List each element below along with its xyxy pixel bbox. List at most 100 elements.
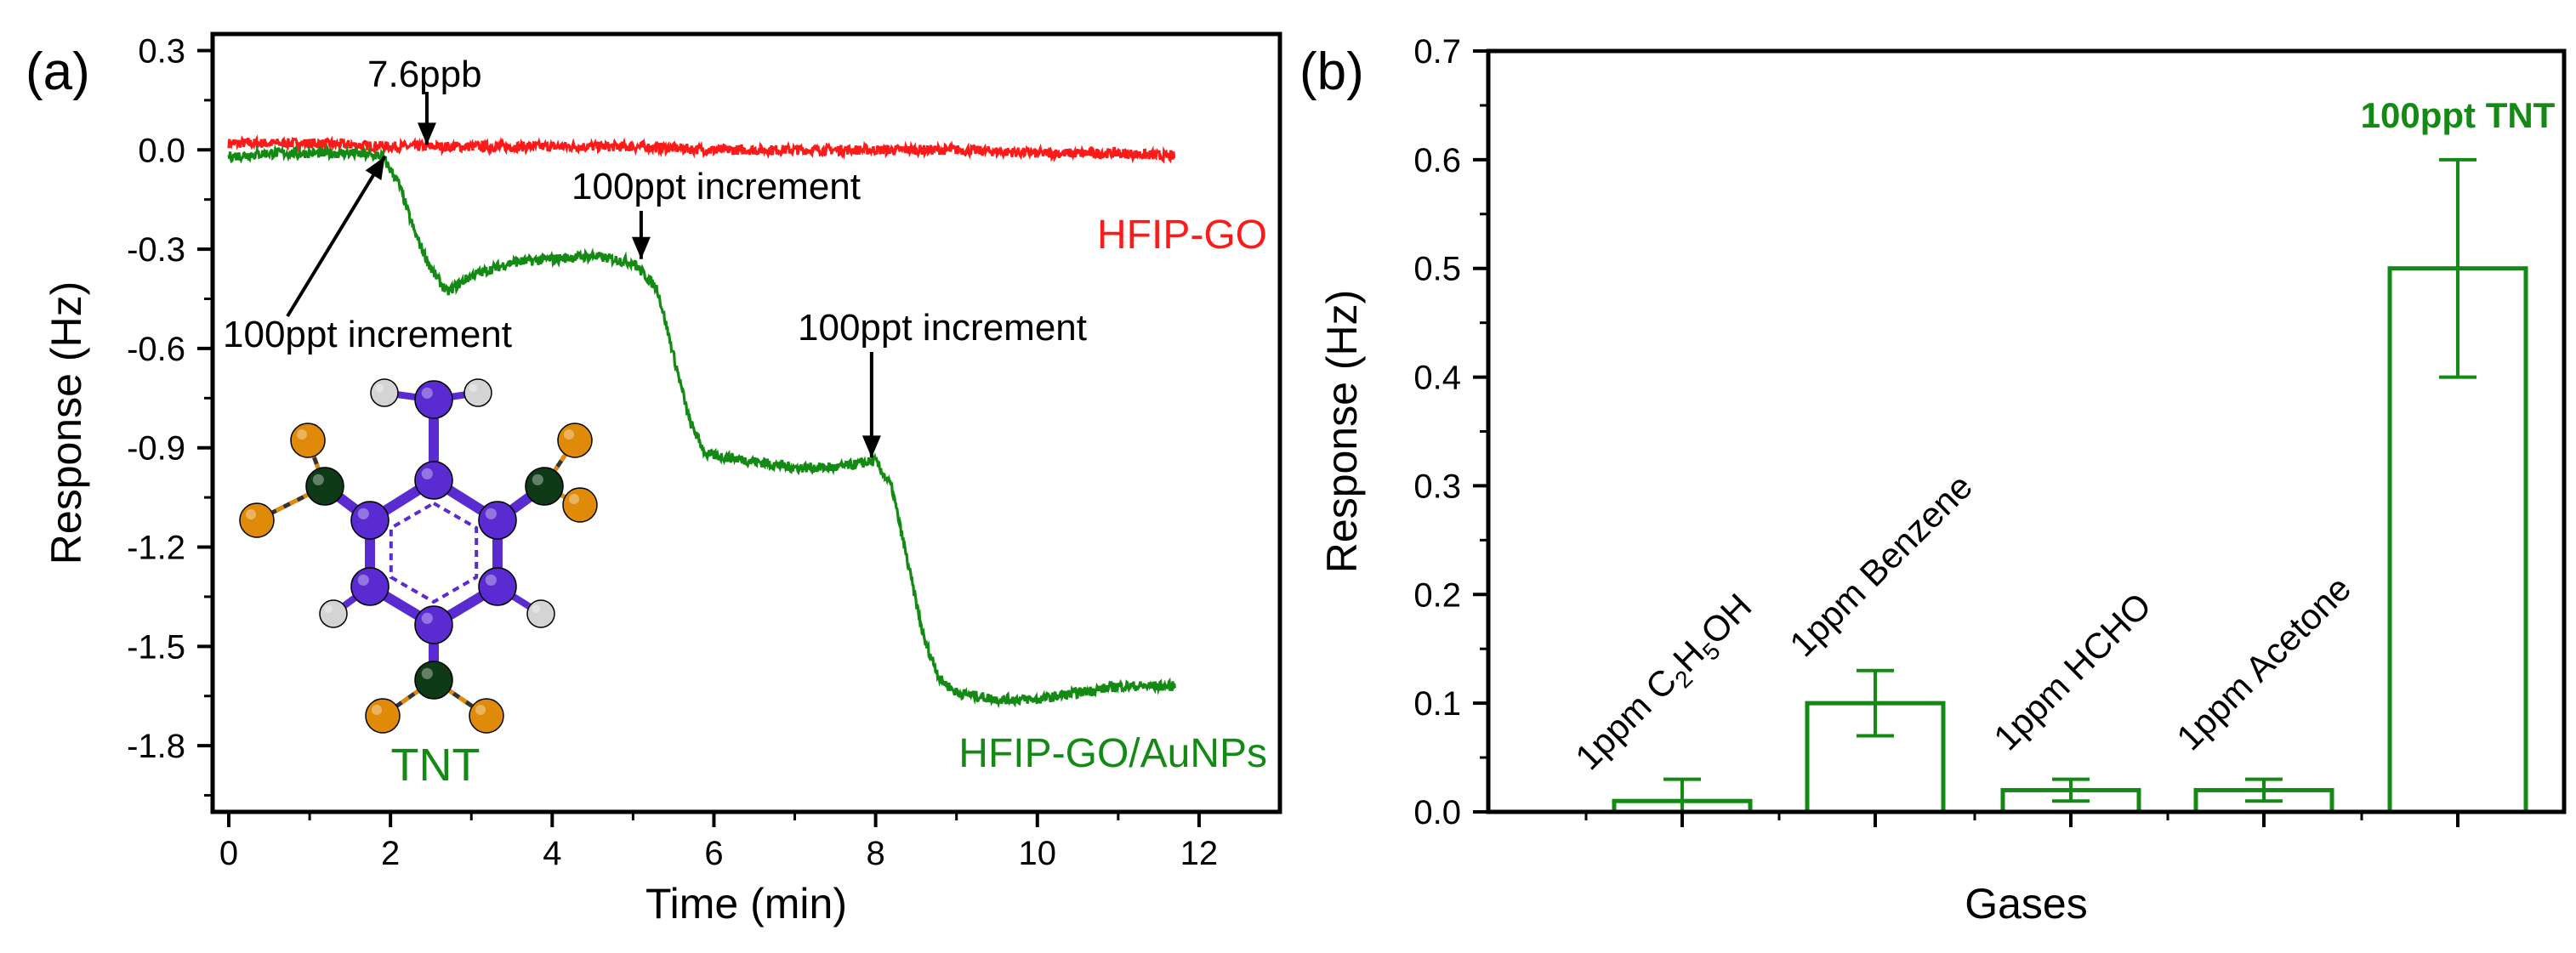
arrow-increment-3-head — [862, 435, 881, 458]
oxygen-atom-highlight — [297, 429, 307, 440]
panel-a-annotations: HFIP-GO HFIP-GO/AuNPs 7.6ppb 100ppt increme… — [223, 54, 1267, 776]
y-tick-label: -0.6 — [127, 331, 185, 368]
y-tick-label: 0.7 — [1413, 33, 1461, 71]
carbon-atom — [478, 567, 517, 606]
panel-a-label: (a) — [26, 43, 90, 101]
series-line-hfip-go-aunps — [227, 144, 1176, 709]
carbon-atom-highlight — [357, 574, 369, 586]
annotation-increment-1: 100ppt increment — [223, 314, 512, 355]
x-tick-label: 10 — [1019, 835, 1057, 872]
x-tick-label: 8 — [866, 835, 884, 872]
hydrogen-atom — [370, 378, 399, 407]
panel-a-ticks: 0.3 0.0 -0.3 -0.6 -0.9 -1.2 -1.5 -1.8 0 2 4 6 8 10 12 T… — [43, 32, 1218, 927]
y-tick-label: 0.6 — [1413, 142, 1461, 179]
bar-label: 1ppm C2H5OH — [1567, 586, 1763, 781]
annotation-increment-3: 100ppt increment — [798, 307, 1087, 349]
hydrogen-atom-highlight — [324, 604, 333, 614]
carbon-atom-highlight — [357, 508, 369, 519]
panel-b-plot-frame — [1486, 48, 2567, 814]
y-tick-label: -1.5 — [127, 628, 185, 666]
oxygen-atom-highlight — [564, 429, 574, 440]
oxygen-atom — [239, 502, 275, 538]
arrow-7-6ppb-head — [417, 122, 436, 145]
series-label-hfip-go-aunps: HFIP-GO/AuNPs — [958, 731, 1267, 776]
annotation-increment-2: 100ppt increment — [571, 166, 861, 207]
tnt-label: TNT — [391, 740, 481, 791]
y-tick-label: 0.4 — [1413, 360, 1461, 397]
nitrogen-atom — [414, 661, 453, 700]
arrow-increment-1-head — [365, 156, 385, 180]
hydrogen-atom-highlight — [469, 383, 478, 393]
oxygen-atom-highlight — [569, 494, 579, 504]
panel-a: (a) 0.3 0.0 -0.3 -0.6 -0.9 -1.2 -1.5 -1.8 0 2 4 6 8 1… — [26, 31, 1282, 927]
y-tick-label: -1.2 — [127, 530, 185, 567]
carbon-atom-highlight — [421, 612, 433, 624]
x-axis-title: Gases — [1965, 880, 2088, 927]
y-tick-label: -1.8 — [127, 728, 185, 765]
y-axis-title: Response (Hz) — [43, 281, 90, 564]
series-line-hfip-go — [227, 134, 1176, 164]
panel-a-lines — [227, 134, 1176, 709]
carbon-atom-highlight — [485, 508, 497, 519]
y-tick-label: 0.0 — [1413, 794, 1461, 831]
carbon-atom — [414, 605, 453, 644]
hydrogen-atom — [463, 378, 492, 407]
hydrogen-atom-highlight — [532, 604, 541, 614]
annotation-7-6ppb: 7.6ppb — [367, 54, 482, 95]
oxygen-atom — [290, 423, 326, 458]
x-tick-label: 0 — [219, 835, 238, 872]
x-tick-label: 6 — [704, 835, 723, 872]
y-tick-label: -0.9 — [127, 430, 185, 468]
series-label-hfip-go: HFIP-GO — [1097, 213, 1267, 258]
y-tick-label: -0.3 — [127, 231, 185, 269]
oxygen-atom — [557, 423, 593, 458]
nitrogen-atom-highlight — [421, 667, 433, 679]
oxygen-atom — [562, 487, 598, 523]
carbon-atom — [414, 461, 453, 500]
nitrogen-atom — [305, 467, 344, 506]
oxygen-atom-highlight — [246, 509, 256, 519]
carbon-atom — [414, 380, 453, 419]
oxygen-atom-highlight — [372, 705, 382, 715]
x-tick-label: 12 — [1180, 835, 1219, 872]
carbon-atom-highlight — [421, 387, 433, 399]
panel-b-label: (b) — [1299, 43, 1364, 101]
hydrogen-atom-highlight — [375, 383, 384, 393]
x-tick-label: 2 — [381, 835, 400, 872]
arrow-increment-2-head — [631, 236, 651, 259]
y-axis-title: Response (Hz) — [1318, 290, 1366, 573]
bar-label: 1ppm Benzene — [1782, 466, 1980, 664]
tnt-molecule-icon: TNT — [239, 378, 598, 791]
y-tick-label: 0.1 — [1413, 685, 1461, 723]
y-tick-label: 0.0 — [138, 132, 185, 169]
y-tick-label: 0.2 — [1413, 576, 1461, 614]
carbon-atom — [350, 501, 390, 540]
panel-b-ticks: 0.0 0.1 0.2 0.3 0.4 0.5 0.6 0.7 Gases Response (H… — [1318, 33, 2459, 927]
panel-b: (b) 0.0 0.1 0.2 0.3 0.4 0.5 0.6 0.7 Gases Respons… — [1299, 33, 2567, 927]
bar-label: 1ppm HCHO — [1986, 585, 2158, 757]
oxygen-atom — [365, 698, 401, 734]
aromatic-ring — [389, 501, 479, 604]
y-tick-label: 0.3 — [138, 32, 185, 70]
y-tick-label: 0.3 — [1413, 468, 1461, 505]
bar-label: 100ppt TNT — [2361, 95, 2556, 135]
oxygen-atom-highlight — [475, 705, 486, 715]
x-tick-label: 4 — [543, 835, 561, 872]
nitrogen-atom-highlight — [312, 474, 324, 485]
hydrogen-atom — [319, 599, 348, 628]
oxygen-atom — [469, 698, 504, 734]
hydrogen-atom — [526, 599, 555, 628]
y-tick-label: 0.5 — [1413, 251, 1461, 288]
carbon-atom-highlight — [485, 574, 497, 586]
nitrogen-atom — [525, 467, 564, 506]
x-axis-title: Time (min) — [645, 880, 847, 927]
arrow-increment-1 — [286, 156, 387, 318]
nitrogen-atom-highlight — [532, 474, 543, 485]
carbon-atom — [478, 501, 517, 540]
carbon-atom-highlight — [421, 468, 433, 479]
panel-a-plot-frame — [210, 31, 1282, 814]
bar-label: 1ppm Acetone — [2169, 568, 2358, 757]
carbon-atom — [350, 567, 390, 606]
